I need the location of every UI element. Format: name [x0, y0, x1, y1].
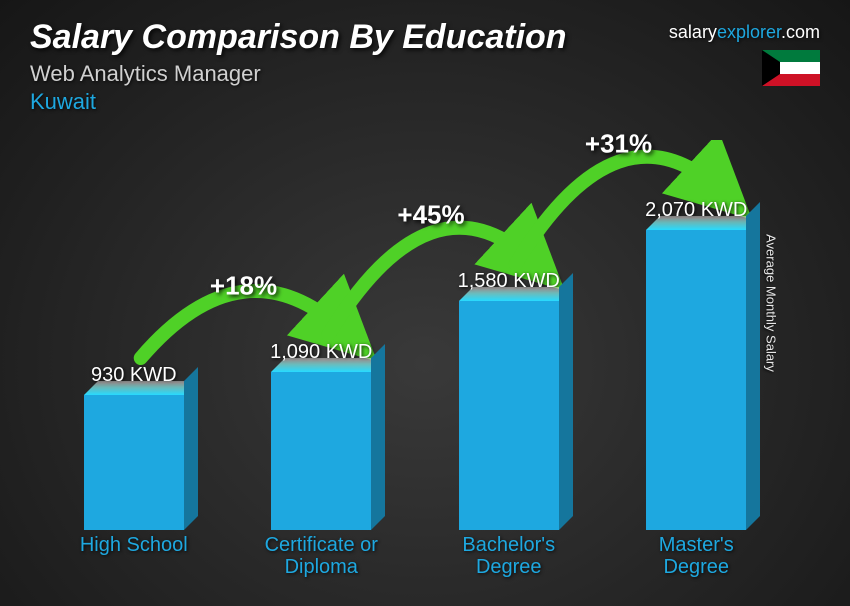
- brand-part3: .com: [781, 22, 820, 42]
- category-label: High School: [40, 534, 228, 578]
- bar-side-face: [184, 367, 198, 530]
- bar-front: [84, 395, 184, 530]
- bar-top-face: [271, 358, 385, 372]
- bar: [646, 230, 746, 530]
- bar-side-face: [559, 273, 573, 530]
- bar-front: [646, 230, 746, 530]
- delta-pct-label: +31%: [585, 129, 652, 160]
- bar: [459, 301, 559, 530]
- delta-pct-label: +18%: [210, 271, 277, 302]
- brand-part1: salary: [669, 22, 717, 42]
- category-label: Certificate orDiploma: [228, 534, 416, 578]
- bar-slot: 1,090 KWD: [228, 140, 416, 530]
- bar-slot: 930 KWD: [40, 140, 228, 530]
- brand-part2: explorer: [717, 22, 781, 42]
- bar-top-face: [459, 287, 573, 301]
- bar-slot: 2,070 KWD: [603, 140, 791, 530]
- kuwait-flag-icon: [762, 50, 820, 86]
- chart-country: Kuwait: [30, 89, 820, 115]
- bar-side-face: [746, 202, 760, 530]
- delta-pct-label: +45%: [397, 200, 464, 231]
- category-label: Master'sDegree: [603, 534, 791, 578]
- chart-subtitle: Web Analytics Manager: [30, 61, 820, 87]
- bar-slot: 1,580 KWD: [415, 140, 603, 530]
- category-labels: High SchoolCertificate orDiplomaBachelor…: [40, 534, 790, 578]
- bar-front: [271, 372, 371, 530]
- bar-top-face: [646, 216, 760, 230]
- category-label: Bachelor'sDegree: [415, 534, 603, 578]
- bar: [271, 372, 371, 530]
- bar-chart: 930 KWD1,090 KWD1,580 KWD2,070 KWD High …: [40, 140, 790, 578]
- bar-side-face: [371, 344, 385, 530]
- bar: [84, 395, 184, 530]
- bar-front: [459, 301, 559, 530]
- bars-container: 930 KWD1,090 KWD1,580 KWD2,070 KWD: [40, 140, 790, 530]
- brand-logo: salaryexplorer.com: [669, 22, 820, 43]
- bar-top-face: [84, 381, 198, 395]
